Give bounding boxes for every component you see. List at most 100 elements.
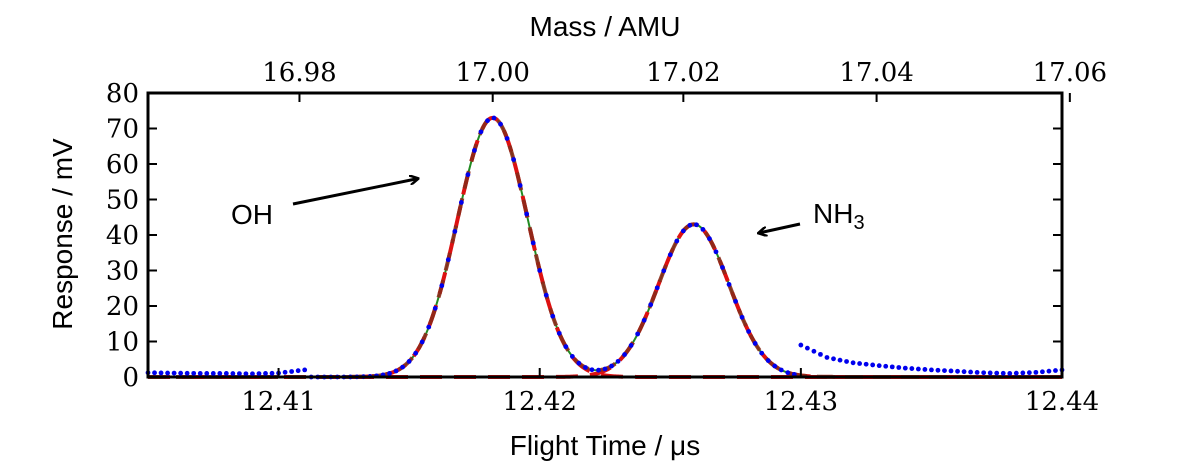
data-point — [635, 331, 641, 337]
data-point — [576, 360, 582, 366]
data-point — [987, 370, 993, 376]
data-point — [432, 305, 438, 311]
data-point — [746, 329, 752, 334]
data-point — [798, 342, 804, 348]
data-point — [223, 371, 229, 376]
data-point — [707, 236, 712, 242]
data-point — [413, 350, 419, 356]
data-point — [498, 121, 503, 127]
data-point — [902, 365, 908, 371]
data-point — [256, 371, 262, 377]
data-point — [981, 370, 987, 376]
top-tick-label: 17.02 — [646, 58, 720, 88]
nh3-arrow — [759, 222, 801, 233]
data-point — [661, 268, 667, 274]
data-point — [465, 172, 471, 178]
data-point — [596, 367, 601, 373]
x-tick-label: 12.43 — [764, 387, 838, 417]
data-point — [550, 313, 556, 319]
data-point — [1046, 368, 1052, 374]
data-point — [1020, 370, 1026, 376]
data-point — [785, 370, 791, 376]
data-point — [654, 285, 660, 291]
data-point — [530, 240, 536, 246]
data-point — [915, 366, 921, 372]
top-tick-label: 17.06 — [1033, 58, 1107, 88]
data-point — [426, 324, 432, 330]
data-point — [1000, 370, 1006, 376]
data-point — [1040, 369, 1045, 375]
data-point — [778, 367, 784, 373]
data-point — [295, 368, 301, 374]
data-point — [922, 367, 928, 372]
data-point — [759, 350, 765, 356]
data-point — [667, 252, 673, 258]
data-point — [772, 363, 778, 369]
data-point — [250, 371, 255, 377]
data-point — [1033, 369, 1039, 375]
data-point — [628, 343, 634, 348]
data-point — [602, 366, 608, 372]
data-point — [641, 317, 647, 323]
data-point — [733, 298, 738, 304]
data-point — [811, 348, 817, 354]
sum-dashed-line — [148, 115, 1062, 379]
data-point — [837, 357, 843, 363]
x-tick-label: 12.41 — [241, 387, 315, 417]
data-point — [543, 292, 549, 298]
data-point — [615, 358, 621, 364]
tick-group: 0 10 20 30 40 50 60 70 80 12.41 12.42 12.43 12.44 16.… — [106, 58, 1107, 417]
data-point — [909, 366, 915, 371]
data-point — [1026, 370, 1032, 376]
y-tick-label: 50 — [106, 186, 139, 216]
data-point — [994, 370, 1000, 376]
data-point — [517, 183, 523, 188]
y-tick-label: 0 — [122, 363, 139, 393]
oh-arrow — [292, 179, 418, 206]
data-point — [472, 148, 477, 153]
data-point — [589, 367, 595, 373]
data-point — [230, 371, 236, 376]
data-point — [726, 282, 732, 287]
data-point — [171, 370, 177, 376]
data-point — [289, 369, 295, 374]
x-tick-label: 12.42 — [502, 387, 576, 417]
data-point — [850, 360, 856, 366]
data-point — [387, 371, 392, 376]
data-point — [511, 157, 516, 162]
data-point — [961, 369, 967, 375]
data-point — [935, 367, 941, 373]
data-point — [713, 249, 719, 255]
data-point — [687, 222, 693, 228]
oh-component-line — [148, 115, 1062, 379]
data-point — [739, 314, 745, 320]
data-point — [393, 368, 399, 374]
data-point — [720, 265, 725, 270]
nh3-label: NH3 — [813, 198, 865, 234]
data-point — [1013, 370, 1019, 376]
data-point — [818, 351, 823, 357]
data-point — [452, 229, 458, 234]
data-point — [804, 345, 810, 351]
top-tick-label: 16.98 — [262, 58, 336, 88]
data-point — [1007, 371, 1013, 376]
data-point — [674, 238, 680, 244]
top-tick-label: 17.00 — [455, 58, 529, 88]
data-point — [458, 200, 464, 205]
data-point — [955, 368, 960, 374]
data-point — [184, 370, 190, 376]
data-point — [217, 371, 223, 376]
data-point — [622, 352, 627, 357]
data-point — [857, 361, 863, 366]
data-point — [870, 362, 876, 368]
data-point — [948, 368, 954, 374]
data-point — [178, 370, 184, 376]
data-point — [569, 354, 575, 359]
y-tick-label: 10 — [106, 328, 139, 358]
data-point — [243, 371, 249, 377]
data-point — [302, 367, 308, 373]
y-tick-label: 30 — [106, 257, 139, 287]
y-tick-label: 80 — [106, 79, 139, 109]
data-point — [197, 371, 203, 376]
data-point — [282, 369, 288, 375]
